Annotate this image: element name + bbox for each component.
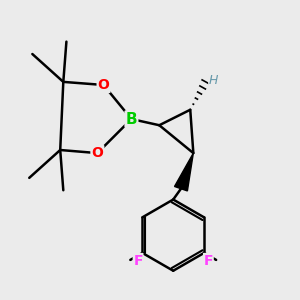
Polygon shape bbox=[175, 153, 193, 191]
Text: B: B bbox=[126, 112, 137, 127]
Text: O: O bbox=[98, 78, 110, 92]
Text: F: F bbox=[133, 254, 143, 268]
Text: O: O bbox=[92, 146, 103, 160]
Text: H: H bbox=[209, 74, 218, 87]
Text: F: F bbox=[204, 254, 213, 268]
